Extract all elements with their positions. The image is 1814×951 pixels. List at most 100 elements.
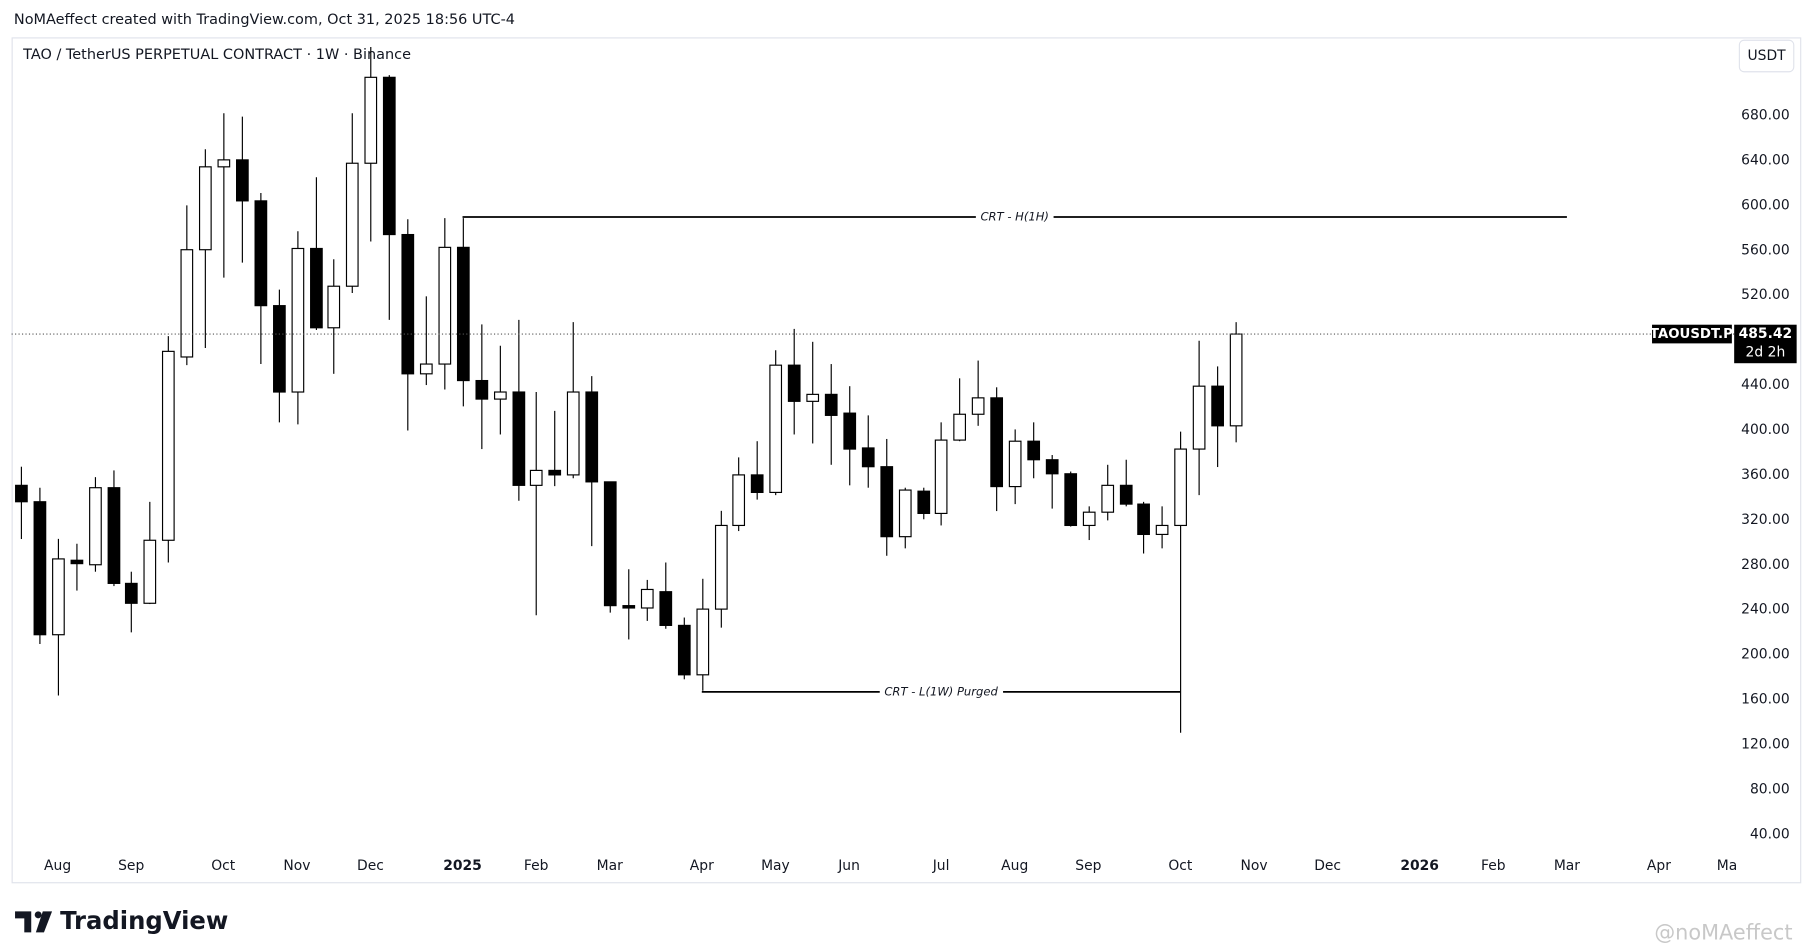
x-tick-label: Sep — [1075, 858, 1101, 874]
candle-body — [1229, 333, 1243, 427]
candle-body — [1101, 484, 1115, 513]
candle-body — [1174, 448, 1187, 527]
candle-body — [806, 393, 820, 402]
candle-body — [787, 364, 801, 402]
candle-body — [971, 397, 985, 415]
x-tick-label: Dec — [1314, 858, 1341, 874]
candle-body — [254, 200, 268, 307]
y-tick-label: 600.00 — [1741, 197, 1790, 213]
x-tick-label: Aug — [1001, 858, 1028, 874]
candle-body — [750, 474, 764, 494]
candle-body — [198, 166, 212, 251]
candle-body — [1045, 459, 1059, 475]
candle-body — [512, 391, 526, 486]
x-tick-label: Ma — [1717, 858, 1737, 874]
plot-area: 40.00 80.00 120.00 160.00 200.00 240.00 280.00… — [11, 46, 1797, 874]
candle-body — [696, 608, 710, 676]
x-tick-label: May — [761, 858, 790, 874]
candle-body — [456, 246, 470, 382]
y-tick-label: 240.00 — [1741, 602, 1790, 618]
x-tick-label: Mar — [597, 858, 623, 874]
candle-body — [1211, 385, 1224, 427]
currency-button[interactable] — [1738, 39, 1795, 73]
candle-body — [33, 501, 47, 636]
candle-body — [953, 413, 967, 441]
candle-body — [861, 447, 875, 468]
candle-body — [640, 588, 654, 609]
x-tick-label: Jul — [932, 858, 950, 874]
candle-body — [161, 350, 175, 541]
candle-body — [310, 247, 323, 329]
candle-body — [1082, 511, 1096, 527]
x-tick-label: Apr — [690, 858, 714, 874]
y-tick-label: 80.00 — [1750, 781, 1790, 797]
symbol-label: TAOUSDT.P — [1650, 327, 1733, 342]
y-tick-label: 520.00 — [1741, 287, 1790, 303]
candle-body — [438, 246, 452, 365]
x-tick-label: 2026 — [1400, 858, 1439, 874]
last-price-label: 485.42 — [1739, 326, 1793, 342]
candle-body — [382, 76, 396, 236]
candle-body — [1155, 524, 1169, 536]
y-tick-label: 200.00 — [1741, 647, 1790, 663]
x-tick-label: Mar — [1554, 858, 1580, 874]
candle-body — [124, 582, 138, 604]
candle-body — [1192, 385, 1206, 450]
candle-body — [1119, 484, 1133, 505]
candle-body — [714, 524, 728, 610]
y-tick-label: 560.00 — [1741, 242, 1790, 258]
chart-title: TAO / TetherUS PERPETUAL CONTRACT · 1W ·… — [22, 47, 411, 63]
annotation-text: CRT - L(1W) Purged — [884, 684, 998, 698]
candle-body — [419, 363, 433, 375]
x-tick-label: Dec — [357, 858, 384, 874]
chart-frame — [11, 37, 1802, 884]
candle-body — [493, 391, 507, 400]
candle-body — [1137, 503, 1150, 536]
y-tick-label: 680.00 — [1741, 107, 1790, 123]
symbol-tag — [1652, 324, 1732, 344]
candle-body — [345, 162, 359, 287]
candle-body — [1064, 473, 1078, 527]
candle-body — [622, 605, 636, 609]
candle-body — [917, 490, 931, 515]
x-tick-label: Sep — [118, 858, 144, 874]
candle-body — [217, 159, 231, 168]
candle-body — [677, 624, 691, 676]
currency-label[interactable]: USDT — [1748, 48, 1787, 64]
candle-body — [70, 559, 84, 565]
candle-body — [529, 469, 543, 486]
x-tick-label: Apr — [1647, 858, 1671, 874]
y-tick-label: 40.00 — [1750, 826, 1790, 842]
countdown-label: 2d 2h — [1746, 345, 1786, 361]
x-tick-label: 2025 — [443, 858, 482, 874]
y-tick-label: 400.00 — [1741, 422, 1790, 438]
y-tick-label: 120.00 — [1741, 736, 1790, 752]
candle-body — [1008, 440, 1022, 488]
annotation-text: CRT - H(1H) — [980, 210, 1048, 224]
x-tick-label: Feb — [524, 858, 549, 874]
candle-body — [273, 305, 286, 393]
candle-body — [89, 487, 102, 566]
watermark: @noMAeffect — [1654, 920, 1792, 944]
candle-body — [732, 474, 746, 527]
candle-body — [1027, 440, 1041, 461]
candle-body — [143, 539, 157, 604]
candle-body — [475, 379, 489, 400]
candle-body — [566, 391, 580, 476]
logo-mark — [15, 911, 32, 933]
candle-body — [603, 481, 617, 607]
y-tick-label: 640.00 — [1741, 152, 1790, 168]
y-tick-label: 320.00 — [1741, 512, 1790, 528]
candle-body — [548, 469, 562, 476]
x-tick-label: Nov — [283, 858, 310, 874]
candle-body — [291, 247, 305, 393]
logo-text: TradingView — [60, 906, 228, 935]
price-tag — [1734, 324, 1797, 364]
candle-body — [52, 558, 65, 636]
annotation-bg — [975, 208, 1054, 226]
candle-body — [769, 364, 783, 494]
x-tick-label: Oct — [211, 858, 236, 874]
candle-body — [364, 76, 378, 164]
candle-body — [180, 249, 194, 358]
y-tick-label: 440.00 — [1741, 377, 1790, 393]
